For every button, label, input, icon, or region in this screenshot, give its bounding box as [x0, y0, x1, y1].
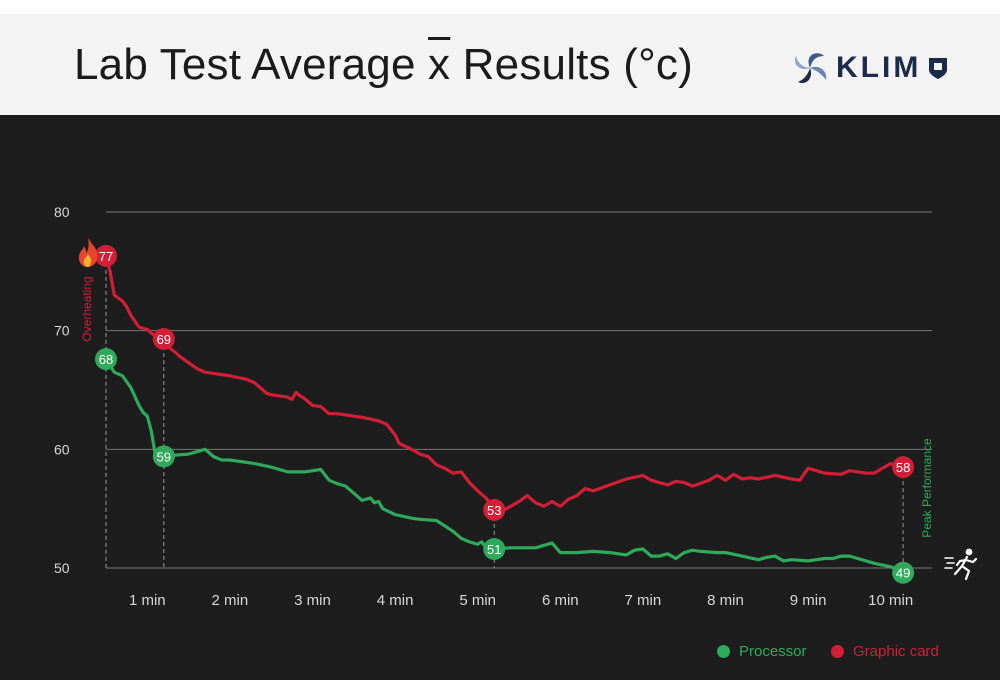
- fire-icon: [78, 238, 98, 268]
- y-tick-label: 80: [54, 204, 70, 220]
- x-tick-label: 6 min: [542, 592, 579, 609]
- data-label-graphic-card: 69: [157, 332, 171, 347]
- data-point-graphic-card: [95, 244, 117, 267]
- data-label-graphic-card: 53: [487, 503, 501, 518]
- data-label-graphic-card: 77: [99, 249, 113, 264]
- chart-panel: [0, 115, 1000, 680]
- x-tick-label: 5 min: [459, 592, 496, 609]
- page-title: Lab Test Average x Results (°c): [74, 40, 693, 90]
- legend-swatch-graphic-card: [831, 645, 844, 658]
- data-label-processor: 59: [157, 449, 171, 464]
- x-tick-label: 8 min: [707, 592, 744, 609]
- x-tick-label: 3 min: [294, 592, 331, 609]
- data-point-processor: [152, 445, 175, 468]
- x-tick-label: 9 min: [790, 592, 827, 609]
- data-label-processor: 68: [99, 352, 113, 367]
- data-point-graphic-card: [892, 456, 915, 479]
- data-label-graphic-card: 58: [896, 460, 910, 475]
- annotation-peak-performance: Peak Performance: [920, 438, 934, 538]
- title-mean-symbol: x: [428, 40, 451, 89]
- y-tick-label: 60: [54, 441, 70, 457]
- legend-label-processor: Processor: [739, 643, 807, 660]
- logo-text: KLIM: [836, 51, 922, 84]
- series-line-processor: [104, 357, 905, 575]
- annotation-overheating: Overheating: [80, 276, 94, 341]
- legend-item-processor: Processor: [717, 643, 807, 660]
- header-banner: [0, 14, 1000, 115]
- x-tick-label: 2 min: [212, 592, 249, 609]
- x-tick-label: 4 min: [377, 592, 414, 609]
- title-suffix: Results (°c): [450, 40, 693, 89]
- x-tick-label: 10 min: [868, 592, 913, 609]
- legend-swatch-processor: [717, 645, 730, 658]
- legend-item-graphic-card: Graphic card: [831, 643, 939, 660]
- data-point-graphic-card: [483, 498, 506, 521]
- series-line-graphic-card: [104, 254, 905, 513]
- x-tick-label: 7 min: [625, 592, 662, 609]
- data-point-processor: [483, 538, 506, 561]
- data-point-graphic-card: [152, 327, 175, 350]
- x-tick-label: 1 min: [129, 592, 166, 609]
- klim-fan-logo-icon: [794, 53, 827, 84]
- title-prefix: Lab Test Average: [74, 40, 429, 89]
- y-tick-label: 70: [54, 323, 70, 339]
- data-point-processor: [892, 561, 915, 584]
- data-label-processor: 51: [487, 542, 501, 557]
- data-point-processor: [95, 348, 117, 371]
- y-tick-label: 50: [54, 560, 70, 576]
- klim-shield-icon: [929, 58, 948, 79]
- klim-logo: KLIM: [790, 50, 949, 86]
- running-man-icon: [944, 548, 978, 581]
- legend-label-graphic-card: Graphic card: [853, 643, 939, 660]
- data-label-processor: 49: [896, 566, 910, 581]
